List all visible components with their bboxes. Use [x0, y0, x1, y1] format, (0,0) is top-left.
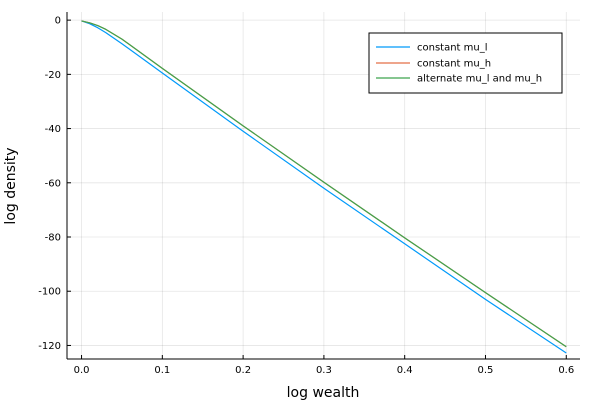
- legend-label-constant-mu-h: constant mu_h: [417, 59, 491, 70]
- series-lines: [81, 20, 567, 354]
- tick-labels: 0.0 0.1 0.2 0.3 0.4 0.5 0.6 0 -20 -40 -60 -80 -100 -1…: [38, 16, 574, 376]
- y-tick-label: -20: [45, 70, 61, 81]
- series-line-alternate-mu-l-and-mu-h: [81, 20, 567, 348]
- x-tick-label: 0.2: [235, 365, 251, 376]
- series-line-constant-mu-l: [81, 20, 567, 354]
- x-tick-label: 0.3: [316, 365, 332, 376]
- y-tick-label: -60: [45, 178, 61, 189]
- x-axis-label: log wealth: [287, 385, 360, 400]
- y-tick-label: -40: [45, 124, 61, 135]
- x-tick-label: 0.6: [558, 365, 574, 376]
- y-tick-label: -100: [38, 287, 61, 298]
- x-tick-label: 0.0: [74, 365, 90, 376]
- x-tick-label: 0.5: [478, 365, 494, 376]
- y-tick-label: -80: [45, 233, 61, 244]
- x-tick-label: 0.4: [397, 365, 413, 376]
- legend-label-alternate-mu-l-and-mu-h: alternate mu_l and mu_h: [417, 74, 542, 85]
- y-axis-label: log density: [3, 147, 19, 224]
- legend-label-constant-mu-l: constant mu_l: [417, 43, 488, 54]
- y-tick-label: 0: [55, 16, 61, 27]
- legend: constant mu_l constant mu_h alternate mu…: [368, 32, 563, 94]
- y-tick-label: -120: [38, 341, 61, 352]
- x-tick-label: 0.1: [154, 365, 170, 376]
